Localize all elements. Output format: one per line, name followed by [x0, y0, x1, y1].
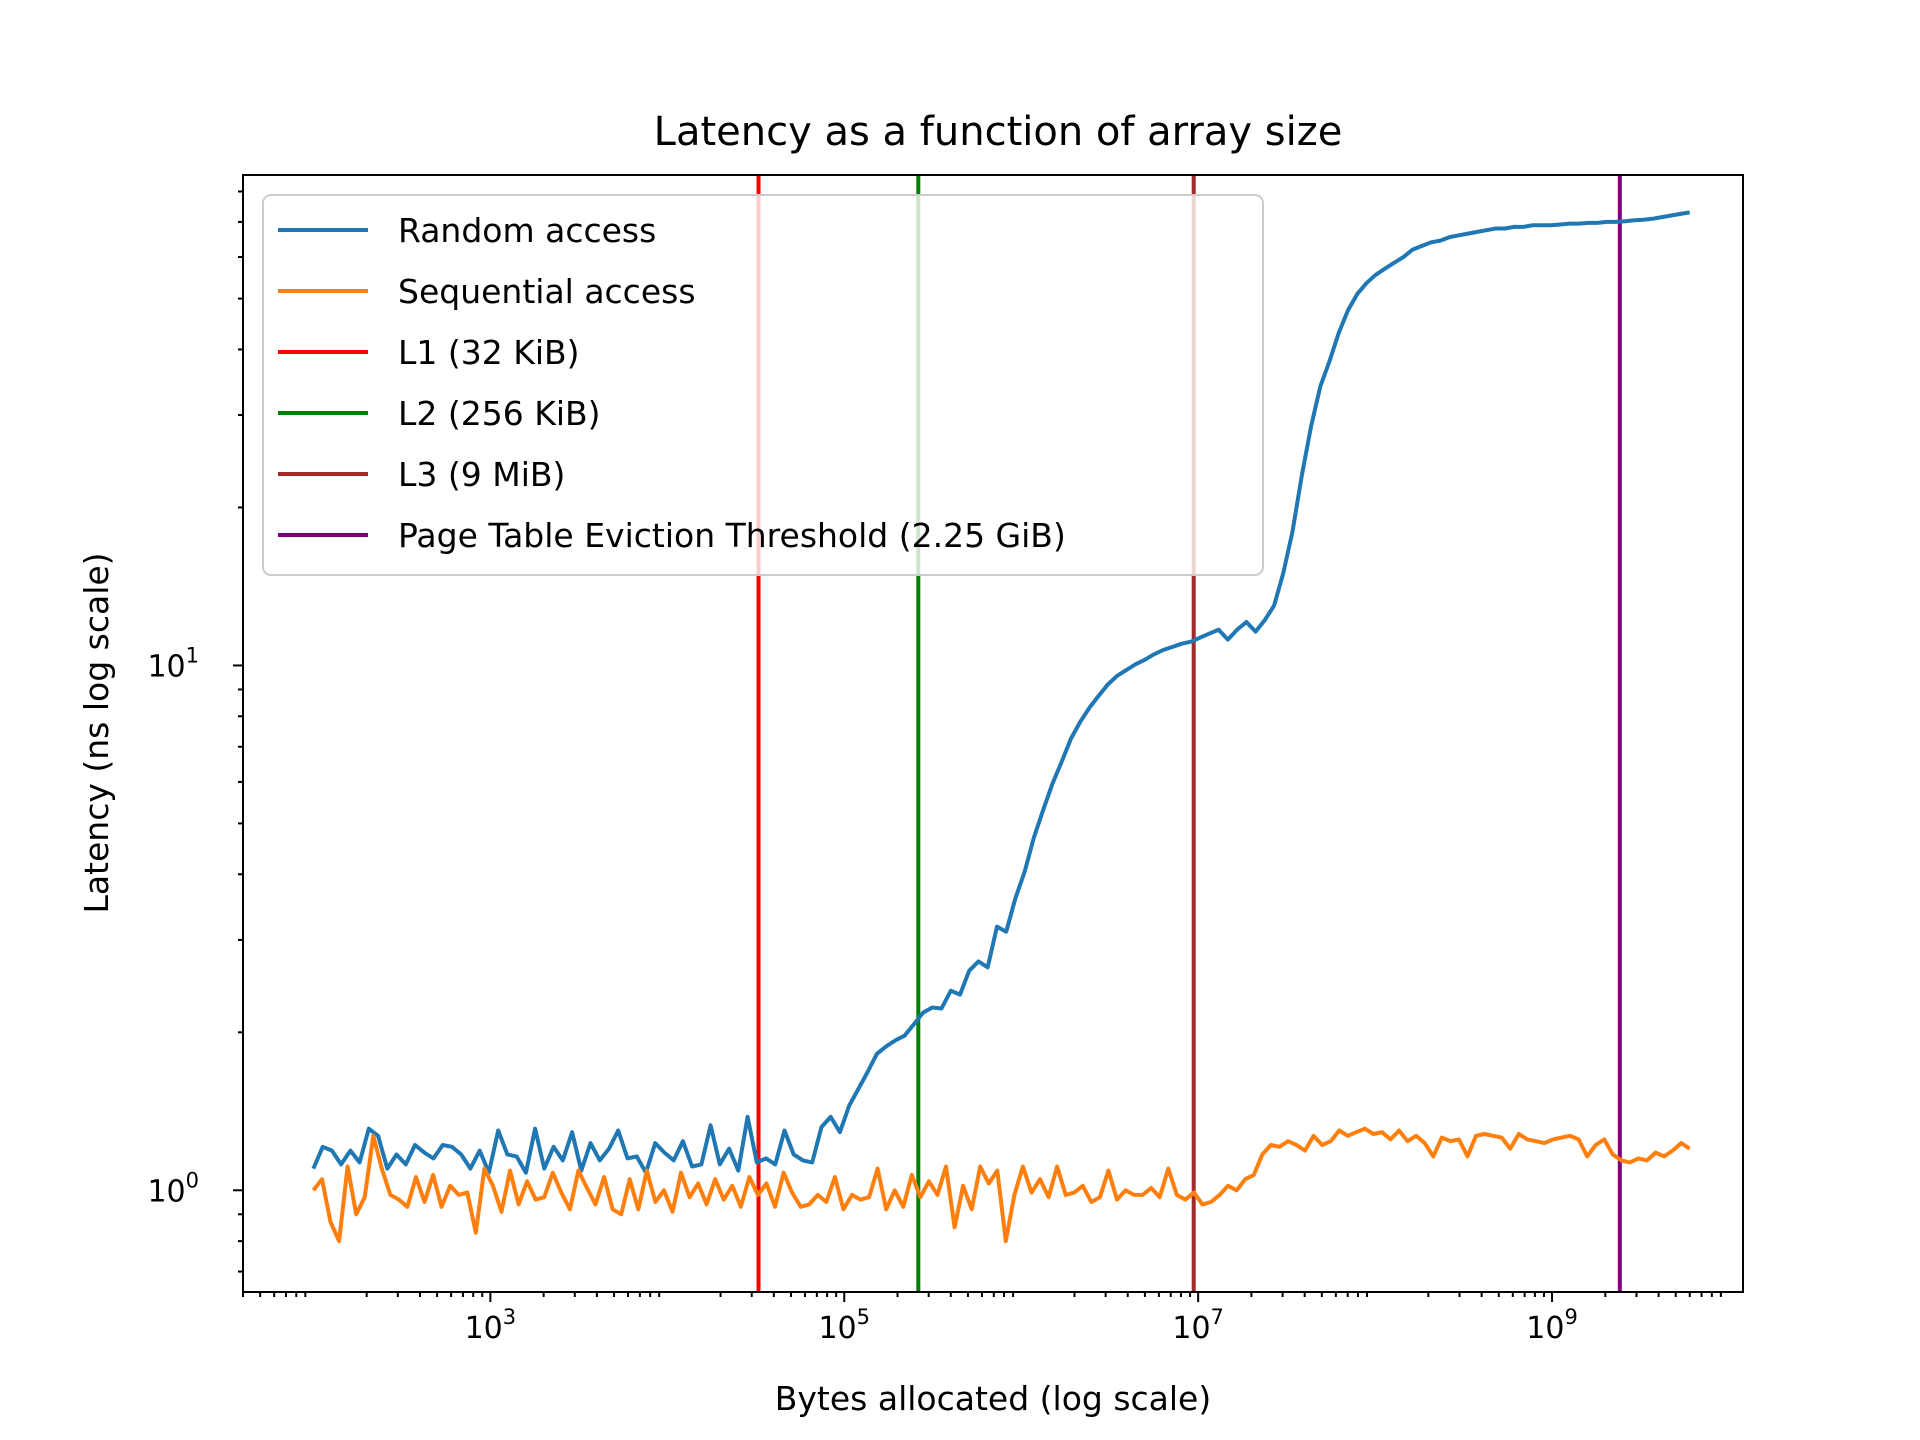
legend-label-5: L3 (9 MiB) — [398, 455, 565, 494]
y-tick-label: 101 — [147, 643, 199, 684]
legend-box — [262, 194, 1264, 576]
legend: Random access Sequential access L1 (32 KiB… — [262, 194, 1264, 576]
series-line-1 — [311, 210, 1691, 1175]
legend-items: Random access Sequential access L1 (32 KiB… — [278, 211, 1066, 555]
series-line-2 — [311, 1126, 1691, 1244]
x-tick-label: 105 — [818, 1305, 870, 1346]
legend-label-4: L2 (256 KiB) — [398, 394, 601, 433]
y-axis-label: Latency (ns log scale) — [77, 552, 116, 913]
x-tick-label: 109 — [1526, 1305, 1578, 1346]
x-tick-label: 107 — [1172, 1305, 1224, 1346]
y-axis-ticks: 100 101 — [147, 190, 243, 1273]
legend-label-1: Random access — [398, 211, 656, 250]
x-axis-ticks: 103 105 107 109 — [242, 1292, 1722, 1346]
legend-label-2: Sequential access — [398, 272, 696, 311]
legend-label-3: L1 (32 KiB) — [398, 333, 580, 372]
y-tick-label: 100 — [147, 1168, 199, 1209]
x-tick-label: 103 — [465, 1305, 517, 1346]
legend-label-6: Page Table Eviction Threshold (2.25 GiB) — [398, 516, 1066, 555]
chart-title: Latency as a function of array size — [654, 109, 1343, 155]
series-lines — [311, 210, 1691, 1244]
x-axis-label: Bytes allocated (log scale) — [775, 1379, 1211, 1418]
